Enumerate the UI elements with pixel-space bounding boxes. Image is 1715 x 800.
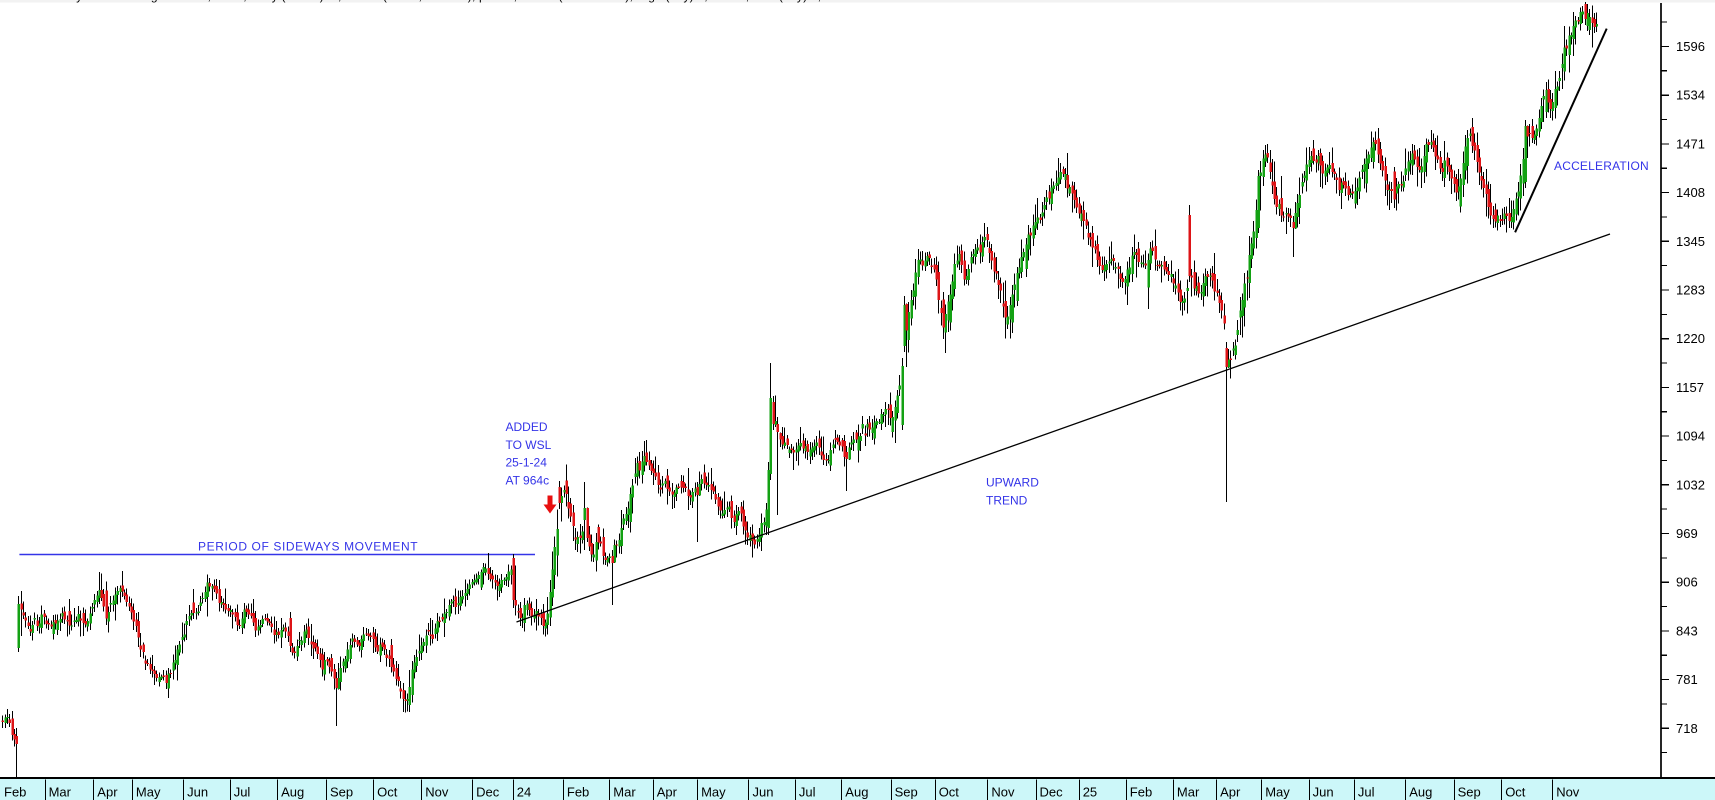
svg-text:Jun: Jun: [187, 785, 208, 800]
svg-text:24: 24: [517, 785, 531, 800]
svg-text:May: May: [1265, 785, 1290, 800]
svg-text:25-1-24: 25-1-24: [506, 456, 548, 470]
svg-text:Jul: Jul: [234, 785, 251, 800]
svg-text:Mar: Mar: [613, 785, 636, 800]
svg-text:ACCELERATION: ACCELERATION: [1554, 159, 1649, 173]
svg-text:PERIOD OF SIDEWAYS MOVEMENT: PERIOD OF SIDEWAYS MOVEMENT: [198, 540, 418, 554]
svg-text:1220: 1220: [1676, 331, 1705, 346]
svg-text:Apr: Apr: [97, 785, 118, 800]
svg-text:Nov: Nov: [425, 785, 449, 800]
svg-text:Feb: Feb: [567, 785, 589, 800]
svg-text:Apr: Apr: [1220, 785, 1241, 800]
svg-text:781: 781: [1676, 672, 1698, 687]
svg-text:Aug: Aug: [845, 785, 868, 800]
svg-text:Feb: Feb: [4, 785, 26, 800]
svg-text:1534: 1534: [1676, 88, 1705, 103]
svg-text:1094: 1094: [1676, 429, 1705, 444]
svg-text:Aug: Aug: [1409, 785, 1432, 800]
svg-text:Sep: Sep: [330, 785, 353, 800]
svg-text:Apr: Apr: [657, 785, 678, 800]
svg-text:Dec: Dec: [1040, 785, 1064, 800]
svg-text:TREND: TREND: [986, 494, 1028, 508]
svg-text:1408: 1408: [1676, 185, 1705, 200]
svg-text:Oct: Oct: [939, 785, 960, 800]
svg-text:Jun: Jun: [753, 785, 774, 800]
svg-text:Jun: Jun: [1313, 785, 1334, 800]
svg-text:TO WSL: TO WSL: [506, 438, 552, 452]
svg-text:1596: 1596: [1676, 39, 1705, 54]
svg-text:1157: 1157: [1676, 380, 1704, 395]
svg-text:Oct: Oct: [1505, 785, 1526, 800]
svg-text:UPWARD: UPWARD: [986, 476, 1039, 490]
svg-text:May: May: [701, 785, 726, 800]
svg-text:Aug: Aug: [281, 785, 304, 800]
svg-text:Nov: Nov: [1556, 785, 1580, 800]
svg-text:1283: 1283: [1676, 283, 1705, 298]
svg-text:Sep: Sep: [895, 785, 918, 800]
svg-text:Mar: Mar: [1177, 785, 1200, 800]
svg-text:Jul: Jul: [1358, 785, 1375, 800]
svg-text:AT 964c: AT 964c: [506, 473, 550, 487]
svg-text:718: 718: [1676, 721, 1698, 736]
svg-text:May: May: [136, 785, 161, 800]
svg-text:1032: 1032: [1676, 477, 1705, 492]
svg-text:969: 969: [1676, 526, 1698, 541]
svg-text:Feb: Feb: [1130, 785, 1152, 800]
svg-text:Oct: Oct: [377, 785, 398, 800]
svg-text:843: 843: [1676, 623, 1698, 638]
svg-text:25: 25: [1083, 785, 1097, 800]
svg-text:Mar: Mar: [49, 785, 72, 800]
svg-text:Jul: Jul: [799, 785, 816, 800]
svg-text:906: 906: [1676, 575, 1698, 590]
svg-text:1471: 1471: [1676, 136, 1705, 151]
svg-text:Sep: Sep: [1458, 785, 1481, 800]
svg-text:1345: 1345: [1676, 234, 1705, 249]
svg-text:Nov: Nov: [991, 785, 1015, 800]
svg-text:ADDED: ADDED: [506, 420, 548, 434]
svg-text:Dec: Dec: [476, 785, 500, 800]
